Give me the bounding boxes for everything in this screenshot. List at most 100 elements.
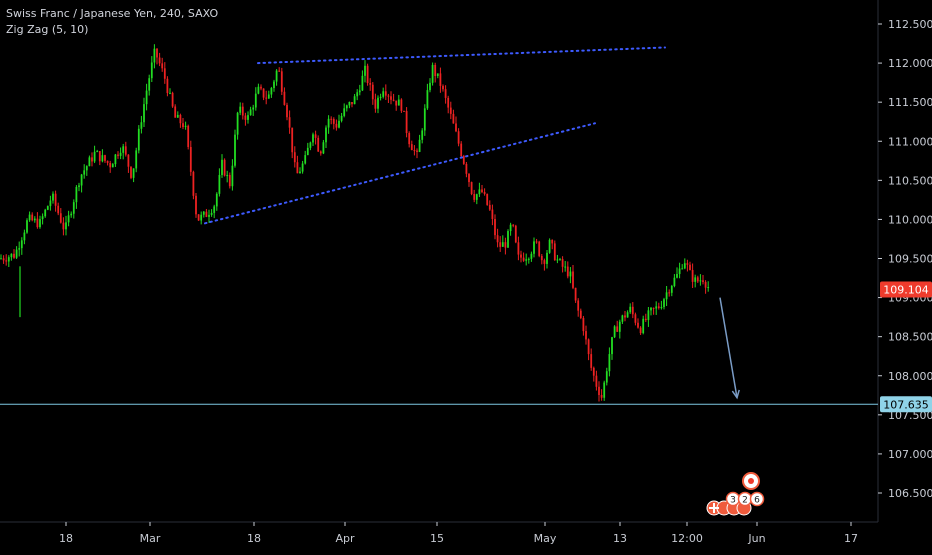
candle-body [548,239,551,253]
candle-body [520,254,522,258]
candle-body [608,354,611,372]
candle-body [96,151,99,153]
candle-body [533,241,535,254]
candle-body [590,354,593,368]
candle-body [470,182,473,195]
candle-body [330,118,333,120]
event-count-badge[interactable] [749,491,765,507]
candle-body [600,394,603,398]
candle-body [494,218,496,236]
candle-body [317,137,320,152]
candle-body [309,142,312,148]
candle-body [88,157,91,167]
candle-body [127,154,130,167]
candle-body [501,242,504,247]
candle-body [637,322,639,328]
candle-body [343,108,346,116]
candle-body [634,314,637,323]
candle-body [348,102,351,106]
candle-body [509,224,512,232]
candle-body [231,165,234,187]
event-count-label: 2 [742,496,748,506]
candle-body [301,163,304,172]
candle-body [694,277,697,282]
candle-body [460,143,463,157]
candle-body [442,85,444,90]
candle-body [67,215,70,223]
price-tick-label: 109.500 [888,253,932,266]
time-tick-label: Mar [140,532,161,545]
last-price-label: 109.104 [883,283,929,296]
candle-body [2,258,5,261]
candle-body [644,318,647,321]
candle-body [408,133,411,145]
projection-arrow-head [731,389,740,400]
candle-body [254,93,257,108]
time-tick-label: 15 [430,532,444,545]
candle-body [538,241,541,256]
candle-body [650,307,652,311]
candle-body [356,92,359,97]
candle-body [566,266,569,277]
trendline[interactable] [257,46,666,65]
candle-body [13,253,15,258]
candle-body [338,120,340,128]
candle-body [535,241,538,243]
candle-body [252,107,255,110]
candle-body [83,170,86,175]
level-price-badge [880,396,932,413]
indicator-label: Zig Zag (5, 10) [6,23,89,36]
candle-body [522,257,525,261]
time-tick-label: 12:00 [671,532,703,545]
candle-body [340,115,343,121]
candle-body [291,127,294,153]
candle-body [696,277,699,282]
candle-body [179,114,182,124]
candle-body [140,122,143,129]
candle-body [486,193,489,205]
candle-body [148,78,151,91]
price-tick-label: 111.000 [888,135,932,148]
candle-body [46,206,49,210]
price-tick-label: 110.500 [888,174,932,187]
candle-body [366,65,369,84]
candle-body [611,337,613,355]
candle-body [33,218,36,221]
candle-body [626,312,629,318]
price-tick-label: 107.000 [888,448,932,461]
candle-body [707,286,710,288]
candle-body [507,231,509,248]
event-count-label: 6 [754,496,760,506]
candle-body [257,86,260,94]
chart-title: Swiss Franc / Japanese Yen, 240, SAXO [6,7,219,20]
candle-body [80,174,83,186]
candle-body [57,205,60,214]
candle-body [426,90,429,109]
candle-body [624,315,626,318]
candle-body [156,48,158,58]
candle-body [468,173,470,183]
candle-body [364,65,366,76]
candle-body [280,71,283,92]
candle-body [189,147,192,172]
candle-body [668,292,671,294]
candle-body [278,70,281,72]
candle-body [559,259,561,261]
candle-body [652,307,655,309]
candle-body [686,263,689,265]
candle-body [462,156,465,164]
candle-body [150,62,153,79]
candle-body [122,146,125,153]
candle-body [293,152,296,163]
candle-body [325,127,327,143]
candle-body [200,214,203,221]
candle-body [111,164,114,168]
candle-body [335,123,338,128]
projection-arrow[interactable] [719,297,738,398]
candle-body [595,375,598,387]
candle-body [488,204,491,210]
trendline[interactable] [204,122,596,225]
